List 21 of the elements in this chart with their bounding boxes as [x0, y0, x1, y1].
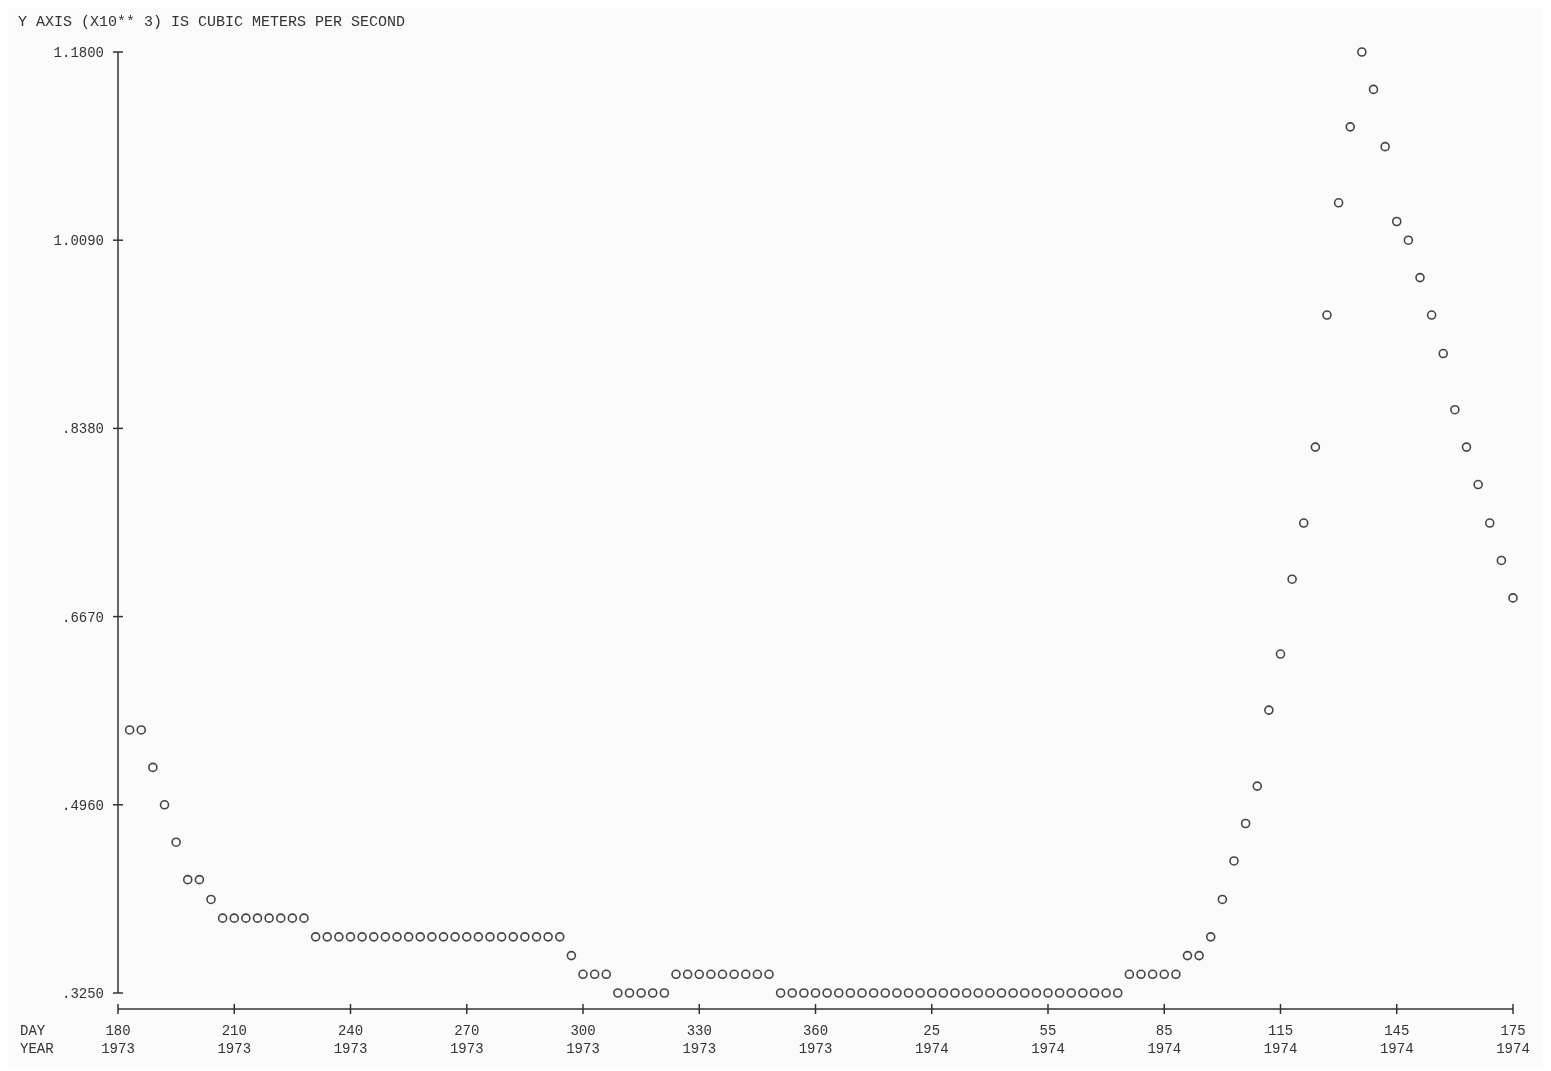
y-tick-label: .6670 [61, 609, 104, 626]
x-tick-label: 25 1974 [914, 1023, 949, 1057]
x-tick-label: 270 1973 [449, 1023, 484, 1057]
y-tick-label: .4960 [61, 797, 104, 814]
x-tick-label: 180 1973 [101, 1023, 135, 1057]
x-tick-label: 210 1973 [217, 1023, 252, 1057]
x-tick-label: 145 1974 [1379, 1023, 1414, 1057]
chart-title: Y AXIS (X10** 3) IS CUBIC METERS PER SECOND [18, 14, 406, 31]
y-tick-label: .3250 [61, 985, 104, 1002]
y-tick-label: .8380 [61, 421, 104, 438]
x-tick-label: 85 1974 [1147, 1023, 1182, 1057]
x-tick-label: 175 1974 [1496, 1023, 1530, 1057]
x-tick-label: 240 1973 [333, 1023, 368, 1057]
y-tick-label: 1.0090 [53, 233, 104, 250]
x-axis-title: DAY YEAR [20, 1023, 55, 1057]
y-tick-label: 1.1800 [53, 44, 104, 61]
x-tick-label: 360 1973 [798, 1023, 833, 1057]
x-tick-label: 55 1974 [1031, 1023, 1065, 1057]
x-tick-label: 300 1973 [566, 1023, 600, 1057]
x-tick-label: 330 1973 [682, 1023, 717, 1057]
x-tick-label: 115 1974 [1263, 1023, 1298, 1057]
